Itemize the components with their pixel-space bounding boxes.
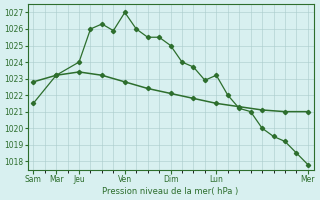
X-axis label: Pression niveau de la mer( hPa ): Pression niveau de la mer( hPa ) <box>102 187 239 196</box>
